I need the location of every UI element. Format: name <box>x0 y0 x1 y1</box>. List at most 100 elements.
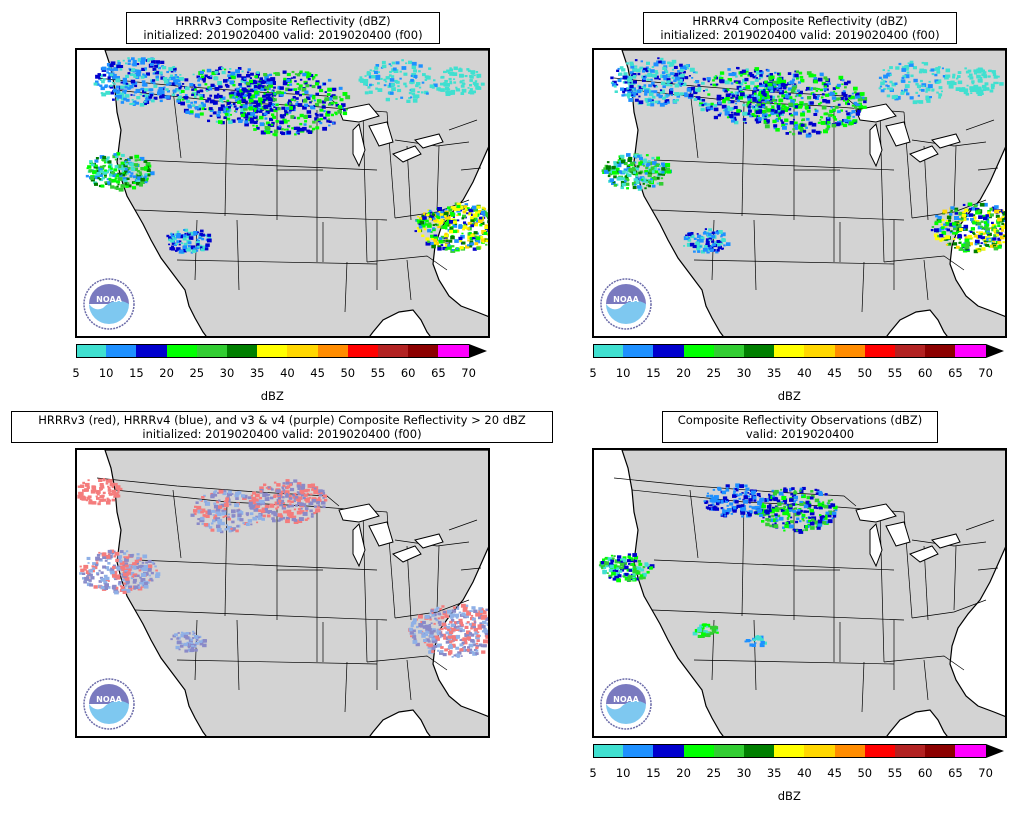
colorbar-tick-label: 40 <box>797 766 812 780</box>
panel-4-title-line1: Composite Reflectivity Observations (dBZ… <box>677 413 923 427</box>
colorbar-segment <box>653 744 685 758</box>
colorbar-tick-label: 55 <box>887 366 903 380</box>
colorbar-top-right: 5 10 15 20 25 30 35 40 45 50 55 60 65 70 dBZ <box>589 344 1008 403</box>
colorbar-tick-label: 35 <box>766 766 782 780</box>
colorbar-tick-label: 50 <box>857 366 873 380</box>
colorbar-segment <box>593 744 624 758</box>
noaa-logo-icon: NOAA <box>83 678 135 730</box>
colorbar-tick-label: 55 <box>370 366 386 380</box>
reflectivity-field <box>601 57 1005 254</box>
panel-3-title: HRRRv3 (red), HRRRv4 (blue), and v3 & v4… <box>11 411 553 443</box>
colorbar-tick-label: 20 <box>159 366 174 380</box>
colorbar-tick-label: 65 <box>948 366 963 380</box>
colorbar-segment <box>653 344 685 358</box>
map-canvas: NOAA <box>598 450 1005 736</box>
colorbar-segment <box>287 344 319 358</box>
colorbar-tick-label: 25 <box>189 366 205 380</box>
colorbar-tick-label: 45 <box>827 766 842 780</box>
panel-3-title-line2: initialized: 2019020400 valid: 201902040… <box>142 427 422 441</box>
colorbar-tick-label: 30 <box>219 366 235 380</box>
panel-1-title: HRRRv3 Composite Reflectivity (dBZ) init… <box>126 12 440 44</box>
colorbar-segment <box>593 344 624 358</box>
noaa-logo-text: NOAA <box>613 295 639 304</box>
noaa-logo-text: NOAA <box>96 295 122 304</box>
panel-1-title-line1: HRRRv3 Composite Reflectivity (dBZ) <box>175 14 391 28</box>
noaa-logo-icon: NOAA <box>600 678 652 730</box>
colorbar-unit-label: dBZ <box>777 789 801 803</box>
colorbar-tick-label: 10 <box>615 766 631 780</box>
colorbar-tick-label: 55 <box>887 766 903 780</box>
colorbar-extend-arrow <box>985 344 1004 358</box>
panel-4-title: Composite Reflectivity Observations (dBZ… <box>662 411 938 443</box>
colorbar-tick-label: 20 <box>676 766 691 780</box>
colorbar-unit-label: dBZ <box>777 389 801 403</box>
colorbar-segment <box>683 744 715 758</box>
colorbar-segment <box>834 344 866 358</box>
colorbar-segment <box>378 344 409 358</box>
colorbar-segment <box>925 344 956 358</box>
colorbar-tick-label: 60 <box>917 366 933 380</box>
colorbar-tick-label: 10 <box>98 366 114 380</box>
colorbar-tick-label: 50 <box>857 766 873 780</box>
panel-3-map: NOAA <box>75 448 490 738</box>
colorbar-tick-label: 35 <box>249 366 265 380</box>
colorbar-tick-label: 60 <box>917 766 933 780</box>
colorbar-extend-arrow <box>985 744 1004 758</box>
colorbar-tick-label: 30 <box>736 366 752 380</box>
colorbar-tick-label: 10 <box>615 366 631 380</box>
panel-1-title-line2: initialized: 2019020400 valid: 201902040… <box>143 28 423 42</box>
land-mass <box>621 450 1005 736</box>
colorbar-segment <box>683 344 715 358</box>
colorbar-tick-label: 5 <box>72 366 80 380</box>
colorbar-segment <box>196 344 228 358</box>
colorbar-tick-label: 15 <box>129 366 144 380</box>
colorbar-tick-label: 50 <box>340 366 356 380</box>
colorbar-segment <box>76 344 107 358</box>
reflectivity-field <box>85 57 488 254</box>
colorbar-segment <box>408 344 439 358</box>
colorbar-tick-label: 45 <box>827 366 842 380</box>
great-lakes <box>338 103 444 168</box>
colorbar-tick-label: 40 <box>797 366 812 380</box>
colorbar-segment <box>136 344 168 358</box>
noaa-logo-icon: NOAA <box>600 278 652 330</box>
noaa-logo-icon: NOAA <box>83 278 135 330</box>
colorbar-segment <box>227 344 258 358</box>
colorbar-tick-label: 5 <box>589 766 597 780</box>
colorbar-segment <box>955 344 987 358</box>
colorbar-tick-label: 60 <box>400 366 416 380</box>
colorbar-tick-label: 70 <box>461 366 476 380</box>
panel-3-title-line1: HRRRv3 (red), HRRRv4 (blue), and v3 & v4… <box>38 413 526 427</box>
colorbar-tick-label: 70 <box>978 766 993 780</box>
colorbar-top-left: 5 10 15 20 25 30 35 40 45 50 55 60 65 70 dBZ <box>72 344 491 403</box>
colorbar-segment <box>774 344 805 358</box>
colorbar-segment <box>623 744 654 758</box>
panel-1-map: NOAA <box>75 48 490 338</box>
panel-2-map: NOAA <box>592 48 1007 338</box>
great-lakes <box>338 503 444 568</box>
colorbar-tick-label: 30 <box>736 766 752 780</box>
panel-2-title: HRRRv4 Composite Reflectivity (dBZ) init… <box>643 12 957 44</box>
colorbar-segment <box>106 344 137 358</box>
colorbar-segment <box>804 344 836 358</box>
colorbar-segment <box>804 744 836 758</box>
colorbar-tick-label: 20 <box>676 366 691 380</box>
colorbar-tick-label: 25 <box>706 766 722 780</box>
map-canvas: NOAA <box>600 50 1005 336</box>
colorbar-segment <box>774 744 805 758</box>
map-canvas: NOAA <box>83 50 488 336</box>
colorbar-tick-label: 40 <box>280 366 295 380</box>
map-canvas: NOAA <box>77 450 488 736</box>
panel-4-title-line2: valid: 2019020400 <box>745 427 855 441</box>
great-lakes <box>855 503 961 568</box>
colorbar-segment <box>925 744 956 758</box>
colorbar-tick-label: 45 <box>310 366 325 380</box>
noaa-logo-text: NOAA <box>613 695 639 704</box>
colorbar-tick-label: 25 <box>706 366 722 380</box>
state-borders <box>613 477 999 713</box>
colorbar-segment <box>744 344 775 358</box>
colorbar-segment <box>895 344 926 358</box>
colorbar-tick-label: 5 <box>589 366 597 380</box>
colorbar-tick-label: 15 <box>646 766 661 780</box>
colorbar-segment <box>623 344 654 358</box>
